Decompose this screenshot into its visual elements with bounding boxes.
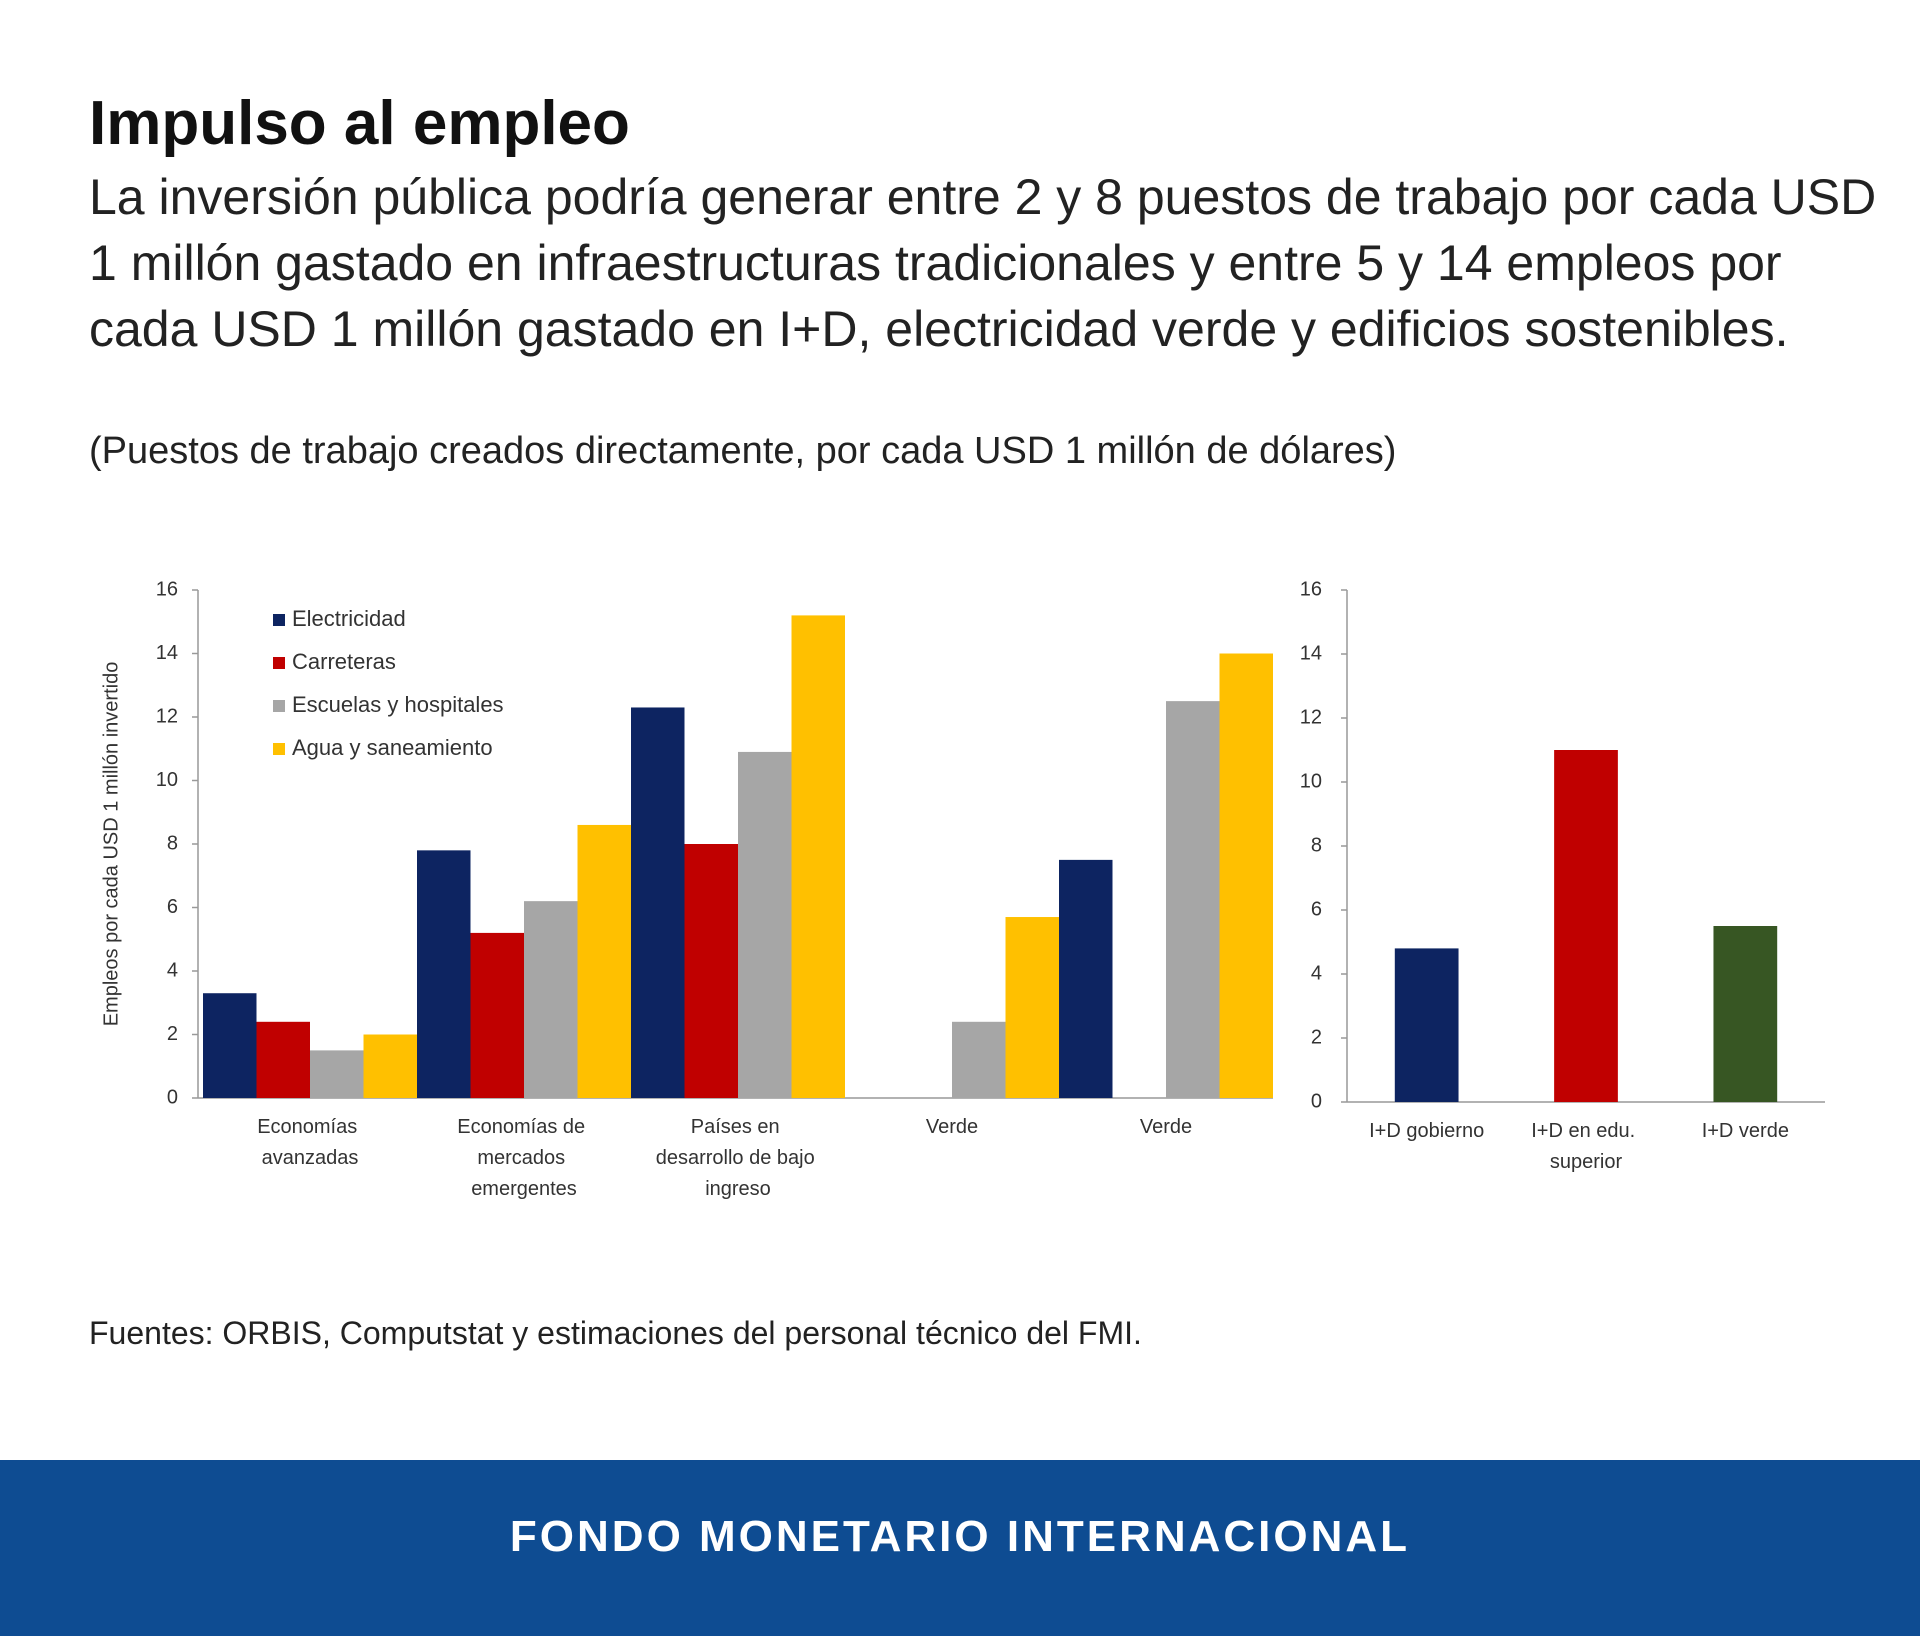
footer-text: FONDO MONETARIO INTERNACIONAL [509,1512,1411,1561]
y-tick-label: 2 [167,1023,178,1045]
y-tick-label: 14 [1300,642,1322,664]
bar [524,901,578,1098]
y-axis-label: Empleos por cada USD 1 millón invertido [100,662,122,1027]
bar [470,932,524,1098]
legend-label: Escuelas y hospitales [292,692,504,717]
note: (Puestos de trabajo creados directamente… [89,430,1397,472]
legend-label: Agua y saneamiento [292,735,493,760]
x-tick-label: I+D verde [1702,1120,1789,1142]
y-tick-label: 14 [156,642,178,664]
x-tick-label: I+D gobierno [1369,1120,1484,1142]
bar [363,1034,417,1098]
x-tick-label: Países en desarrollo de bajo ingreso [656,1116,821,1200]
y-tick-label: 12 [1300,706,1322,728]
y-tick-label: 10 [156,769,178,791]
bar [256,1021,310,1098]
y-tick-label: 6 [167,896,178,918]
bar [1166,701,1220,1098]
bar [1554,750,1618,1102]
y-tick-label: 10 [1300,770,1322,792]
y-tick-label: 6 [1311,898,1322,920]
y-tick-label: 12 [156,705,178,727]
bar [952,1021,1006,1098]
bar [417,850,471,1098]
bar [738,751,792,1098]
y-tick-label: 16 [1300,578,1322,600]
x-tick-label: Economías avanzadas [257,1116,363,1169]
footer-band [0,1460,1920,1636]
y-tick-label: 4 [167,959,178,981]
y-tick-label: 0 [1311,1090,1322,1112]
x-tick-label: Economías de mercados emergentes [457,1116,590,1200]
legend-swatch [273,700,285,712]
x-tick-label: I+D en edu. superior [1531,1120,1641,1173]
y-tick-label: 0 [167,1086,178,1108]
bar [310,1050,364,1098]
bar [1713,926,1778,1102]
title: Impulso al empleo [89,89,630,158]
bar [1005,917,1059,1098]
legend-swatch [273,743,285,755]
bar [631,707,685,1098]
charts: 0 2 4 6 8 10 12 14 16 Empleos por cada USD 1 mill… [100,578,1825,1200]
legend-swatch [273,657,285,669]
legend-label: Electricidad [292,606,406,631]
y-tick-label: 2 [1311,1026,1322,1048]
bar [577,824,631,1098]
bar [1059,859,1113,1098]
y-tick-label: 8 [1311,834,1322,856]
bar [1394,948,1459,1102]
x-tick-label: Verde [926,1116,978,1138]
bar [1219,653,1273,1098]
bar [791,615,845,1098]
source: Fuentes: ORBIS, Computstat y estimacione… [89,1315,1142,1351]
subtitle: La inversión pública podría generar entr… [89,169,1877,357]
y-tick-label: 8 [167,832,178,854]
y-tick-label: 4 [1311,962,1322,984]
legend-swatch [273,614,285,626]
y-tick-label: 16 [156,578,178,600]
bar [684,844,738,1098]
legend-label: Carreteras [292,649,396,674]
bar [203,993,257,1098]
x-tick-label: Verde [1140,1116,1192,1138]
